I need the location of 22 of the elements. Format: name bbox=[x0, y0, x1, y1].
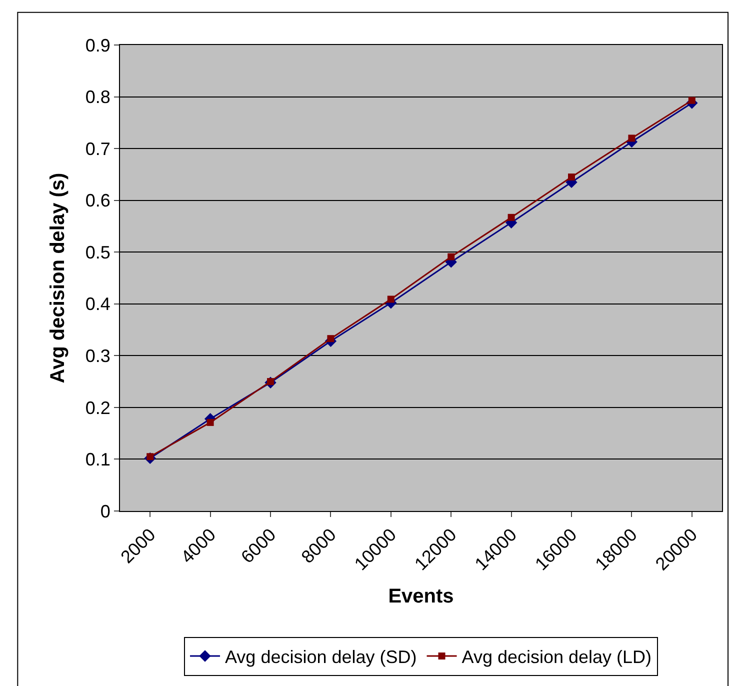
point bbox=[628, 134, 636, 142]
y-tick-label: 0.6 bbox=[85, 190, 110, 211]
point bbox=[448, 253, 455, 260]
point bbox=[508, 214, 515, 221]
point bbox=[568, 174, 575, 181]
point bbox=[387, 296, 394, 303]
legend-label: Avg decision delay (SD) bbox=[225, 647, 417, 668]
y-axis-title: Avg decision delay (s) bbox=[46, 172, 69, 384]
y-tick-label: 0.7 bbox=[85, 138, 110, 159]
point bbox=[327, 335, 334, 342]
y-tick-label: 0.2 bbox=[85, 398, 110, 418]
point bbox=[206, 418, 214, 426]
y-tick-label: 0.8 bbox=[85, 87, 110, 108]
x-axis-title: Events bbox=[388, 586, 454, 608]
y-tick-label: 0.3 bbox=[85, 346, 110, 366]
legend-label: Avg decision delay (LD) bbox=[462, 647, 652, 668]
point bbox=[688, 96, 696, 104]
y-tick-label: 0.9 bbox=[85, 35, 110, 56]
y-tick-label: 0.5 bbox=[85, 242, 110, 262]
y-tick-label: 0.4 bbox=[85, 294, 110, 314]
y-tick-label: 0 bbox=[100, 501, 110, 522]
y-tick-label: 0.1 bbox=[85, 450, 110, 470]
